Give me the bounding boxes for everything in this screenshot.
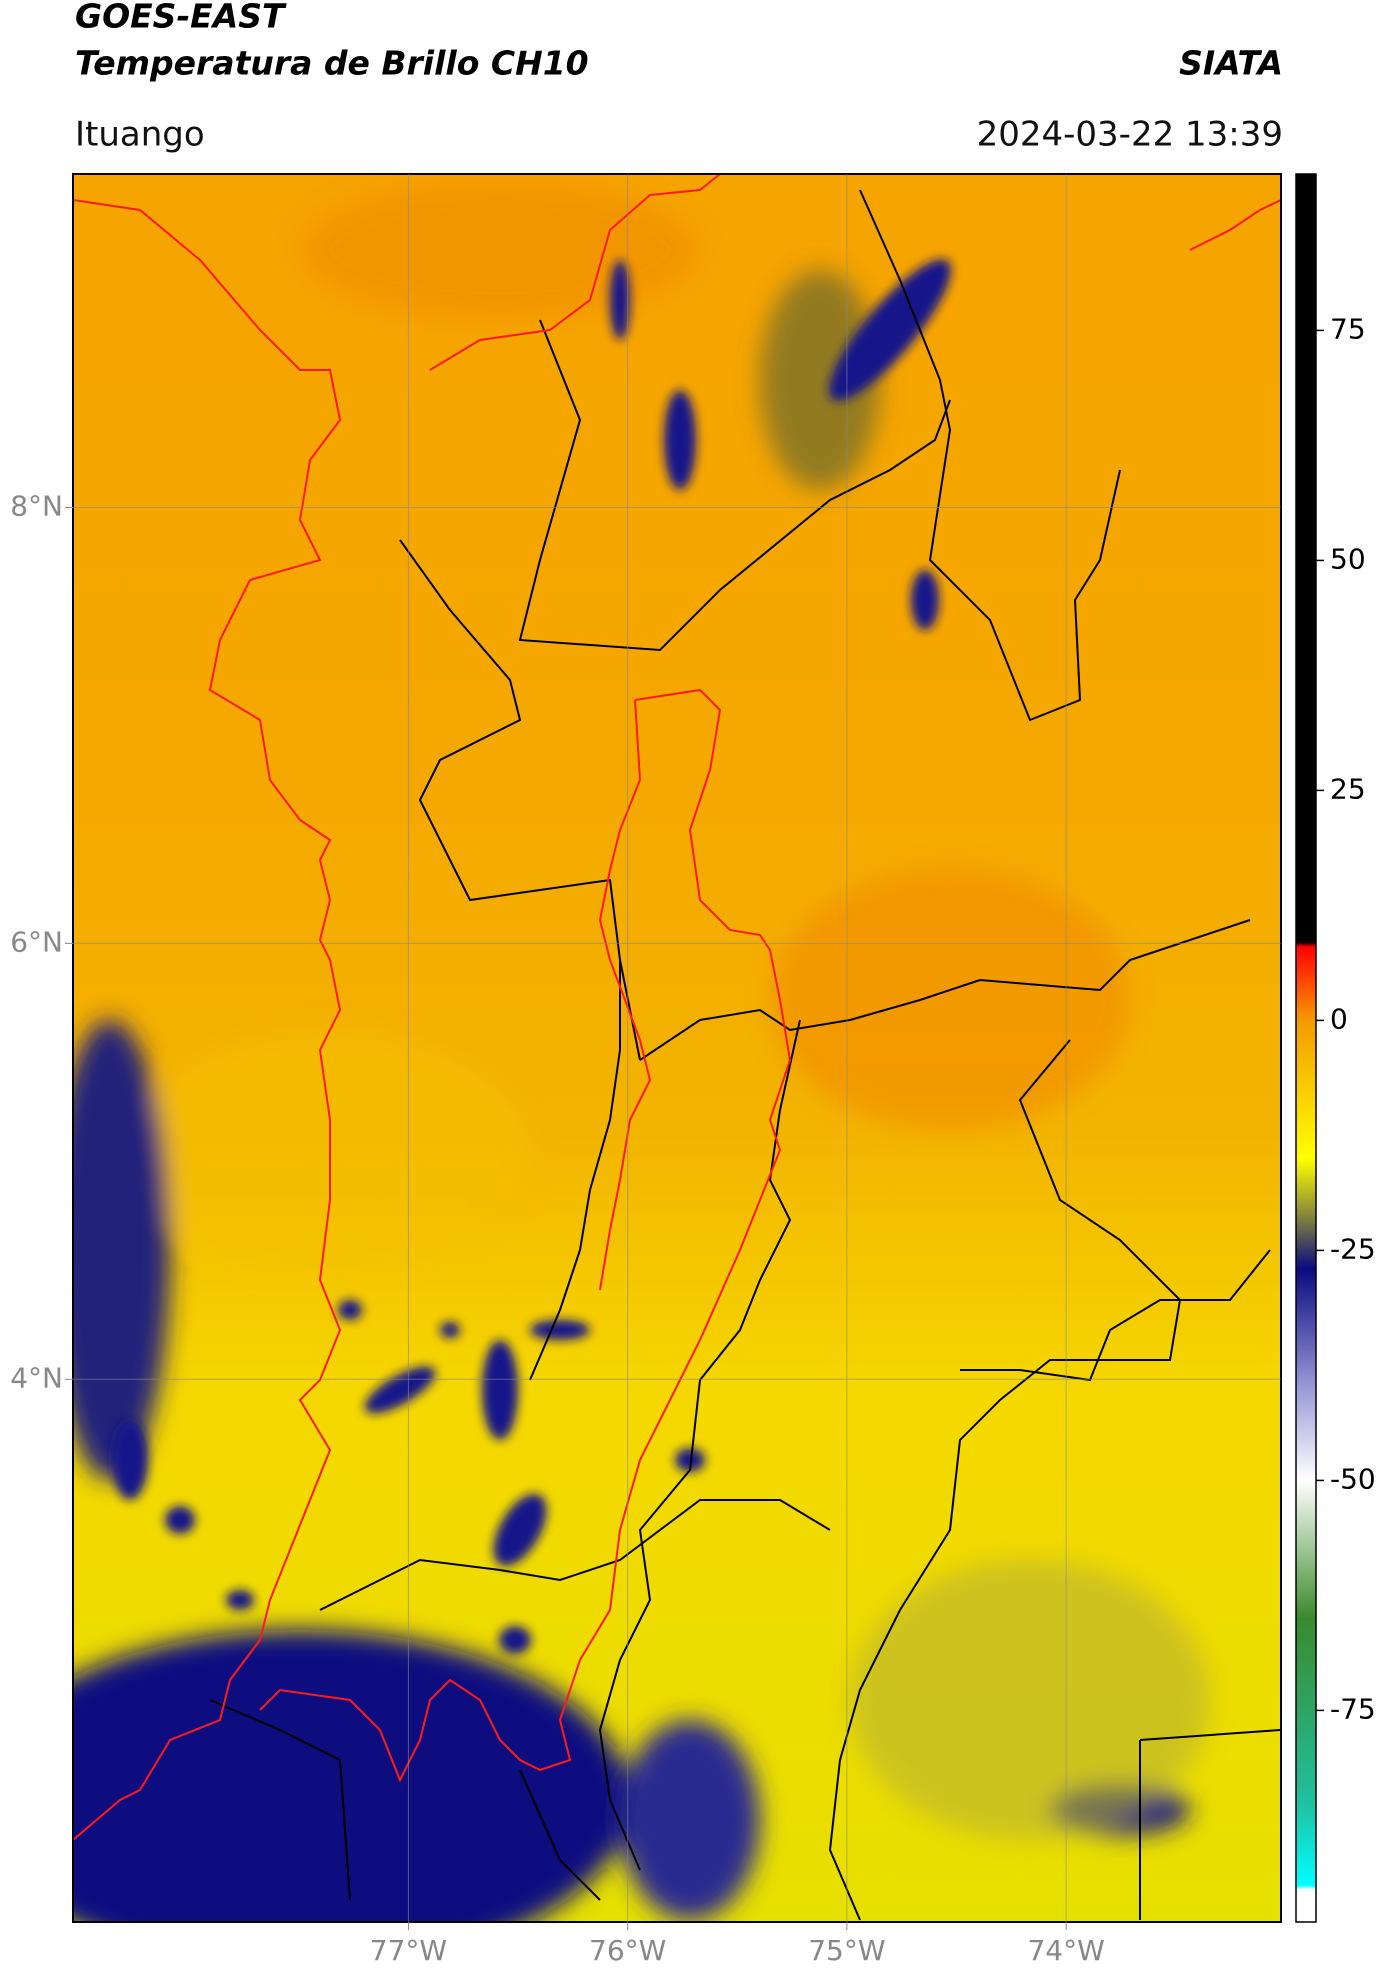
title: GOES-EAST <box>75 0 287 36</box>
timestamp: 2024-03-22 13:39 <box>977 115 1283 155</box>
colorbar-tick-label: 50 <box>1330 542 1366 575</box>
lon-tick-label: 76°W <box>589 1934 666 1967</box>
colorbar-tick-label: 75 <box>1330 312 1366 345</box>
colorbar <box>1295 173 1317 1923</box>
lat-tick-label: 8°N <box>10 489 63 522</box>
map-frame <box>72 173 1282 1923</box>
subtitle: Temperatura de Brillo CH10 <box>75 44 589 83</box>
colorbar-tick-label: -25 <box>1330 1232 1376 1265</box>
lat-tick-label: 4°N <box>10 1361 63 1394</box>
satellite-image <box>73 174 1281 1922</box>
colorbar-tick-label: -75 <box>1330 1692 1376 1725</box>
brand: SIATA <box>1179 44 1283 83</box>
lat-tick-label: 6°N <box>10 925 63 958</box>
lon-tick-label: 75°W <box>808 1934 885 1967</box>
lon-tick-label: 77°W <box>370 1934 447 1967</box>
location: Ituango <box>75 115 205 155</box>
colorbar-tick-label: -50 <box>1330 1462 1376 1495</box>
colorbar-tick-label: 25 <box>1330 772 1366 805</box>
lon-tick-label: 74°W <box>1027 1934 1104 1967</box>
colorbar-tick-label: 0 <box>1330 1002 1348 1035</box>
